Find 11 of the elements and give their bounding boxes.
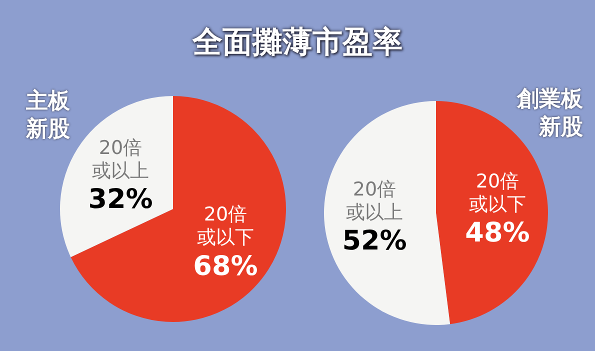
chart-subtitle: 主板新股 bbox=[26, 88, 71, 144]
slice-label: 20倍或以上 bbox=[92, 137, 150, 182]
data-label: 52% bbox=[342, 225, 407, 256]
slice-label: 20倍或以下 bbox=[196, 204, 254, 249]
slice-label: 20倍或以下 bbox=[468, 170, 526, 216]
data-label: 32% bbox=[88, 184, 153, 216]
chart-title: 全面攤薄市盈率 bbox=[191, 24, 404, 62]
slice-label: 20倍或以上 bbox=[346, 178, 404, 224]
chart-subtitle: 創業板新股 bbox=[516, 86, 583, 142]
data-label: 48% bbox=[465, 218, 530, 249]
data-label: 68% bbox=[193, 250, 258, 282]
